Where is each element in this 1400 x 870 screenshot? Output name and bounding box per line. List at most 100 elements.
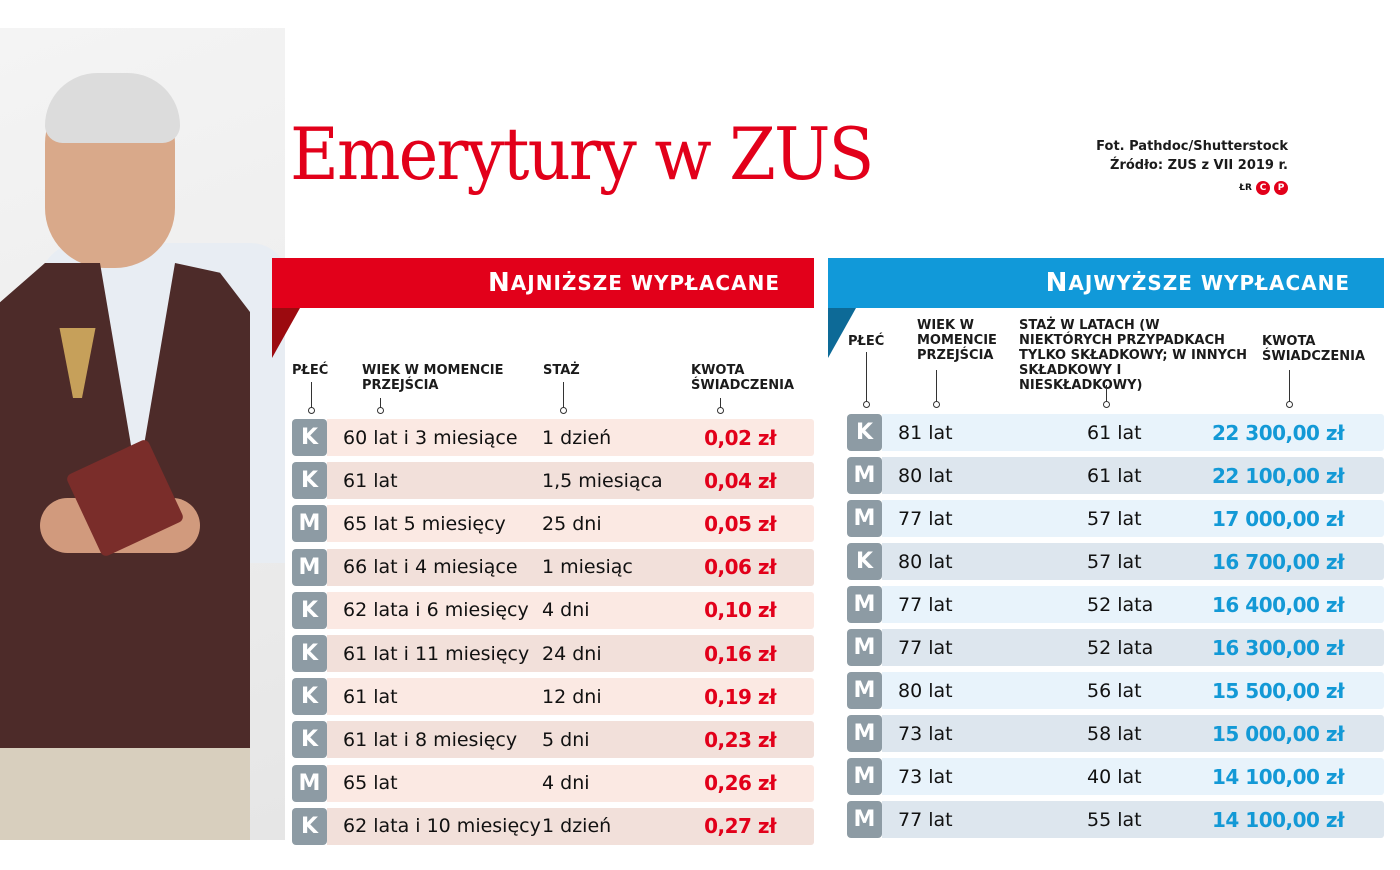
- amount-cell: 16 300,00 zł: [1212, 635, 1345, 660]
- amount-cell: 0,26 zł: [704, 771, 776, 796]
- table-row: K 80 lat 57 lat 16 700,00 zł: [847, 543, 1384, 580]
- row-background: [327, 678, 814, 716]
- sex-badge: K: [847, 414, 882, 451]
- table-row: M 73 lat 40 lat 14 100,00 zł: [847, 758, 1384, 795]
- column-pin: [1286, 370, 1293, 408]
- sex-badge: M: [292, 548, 327, 586]
- column-pin: [560, 382, 567, 414]
- sex-badge: M: [847, 801, 882, 838]
- photo-credit: Fot. Pathdoc/Shutterstock: [1096, 139, 1288, 154]
- header-text: ajwyższe wypłacane: [1068, 271, 1350, 295]
- row-background: [882, 543, 1384, 580]
- sex-badge: K: [292, 591, 327, 629]
- age-cell: 80 lat: [898, 550, 953, 573]
- table-row: M 65 lat 5 miesięcy 25 dni 0,05 zł: [292, 505, 814, 543]
- table-row: M 77 lat 55 lat 14 100,00 zł: [847, 801, 1384, 838]
- tenure-cell: 1 miesiąc: [542, 556, 633, 579]
- age-cell: 60 lat i 3 miesiące: [343, 426, 518, 449]
- tenure-cell: 5 dni: [542, 728, 590, 751]
- age-cell: 62 lata i 10 miesięcy: [343, 815, 541, 838]
- table-row: M 77 lat 52 lata 16 400,00 zł: [847, 586, 1384, 623]
- tenure-cell: 52 lata: [1087, 636, 1154, 659]
- row-background: [327, 548, 814, 586]
- sex-badge: K: [292, 462, 327, 500]
- amount-cell: 0,06 zł: [704, 555, 776, 580]
- table-row: M 77 lat 57 lat 17 000,00 zł: [847, 500, 1384, 537]
- amount-cell: 17 000,00 zł: [1212, 506, 1345, 531]
- table-row: M 66 lat i 4 miesiące 1 miesiąc 0,06 zł: [292, 548, 814, 586]
- logo-p-icon: P: [1274, 181, 1288, 195]
- tenure-cell: 61 lat: [1087, 421, 1142, 444]
- age-cell: 61 lat: [343, 469, 398, 492]
- sex-badge: M: [847, 586, 882, 623]
- column-header-age: WIEK W MOMENCIE PRZEJŚCIA: [362, 363, 504, 393]
- tenure-cell: 58 lat: [1087, 722, 1142, 745]
- sex-badge: M: [292, 505, 327, 543]
- column-header-tenure: STAŻ: [543, 363, 580, 378]
- column-pin: [377, 398, 384, 414]
- age-cell: 77 lat: [898, 593, 953, 616]
- amount-cell: 0,10 zł: [704, 598, 776, 623]
- column-header-sex: PŁEĆ: [292, 363, 329, 378]
- data-source: Źródło: ZUS z VII 2019 r.: [1110, 158, 1288, 173]
- tenure-cell: 61 lat: [1087, 464, 1142, 487]
- tenure-cell: 12 dni: [542, 685, 602, 708]
- table-row: M 65 lat 4 dni 0,26 zł: [292, 764, 814, 802]
- age-cell: 73 lat: [898, 765, 953, 788]
- row-background: [882, 672, 1384, 709]
- column-pin: [863, 352, 870, 408]
- age-cell: 81 lat: [898, 421, 953, 444]
- amount-cell: 15 500,00 zł: [1212, 678, 1345, 703]
- tenure-cell: 57 lat: [1087, 507, 1142, 530]
- row-background: [882, 457, 1384, 494]
- row-background: [882, 414, 1384, 451]
- tenure-cell: 1,5 miesiąca: [542, 469, 663, 492]
- amount-cell: 22 100,00 zł: [1212, 463, 1345, 488]
- elderly-man-photo: [0, 28, 285, 840]
- sex-badge: K: [292, 721, 327, 759]
- row-background: [882, 715, 1384, 752]
- table-row: K 81 lat 61 lat 22 300,00 zł: [847, 414, 1384, 451]
- header-text: ajniższe wypłacane: [510, 271, 780, 295]
- photo-pants: [0, 748, 250, 840]
- table-row: M 73 lat 58 lat 15 000,00 zł: [847, 715, 1384, 752]
- logo-c-icon: C: [1256, 181, 1270, 195]
- tenure-cell: 56 lat: [1087, 679, 1142, 702]
- column-header-sex: PŁEĆ: [848, 334, 885, 349]
- row-background: [327, 635, 814, 672]
- amount-cell: 0,27 zł: [704, 814, 776, 839]
- column-header-tenure: STAŻ W LATACH (W NIEKTÓRYCH PRZYPADKACH …: [1019, 318, 1247, 393]
- amount-cell: 14 100,00 zł: [1212, 807, 1345, 832]
- tenure-cell: 40 lat: [1087, 765, 1142, 788]
- amount-cell: 0,02 zł: [704, 425, 776, 450]
- page-title: Emerytury w ZUS: [290, 112, 874, 196]
- age-cell: 77 lat: [898, 507, 953, 530]
- tenure-cell: 1 dzień: [542, 815, 612, 838]
- credits: Fot. Pathdoc/Shutterstock Źródło: ZUS z …: [1096, 137, 1288, 175]
- amount-cell: 0,16 zł: [704, 641, 776, 666]
- row-background: [882, 629, 1384, 666]
- age-cell: 80 lat: [898, 464, 953, 487]
- highest-pensions-header: Najwyższe wypłacane: [828, 258, 1384, 308]
- table-row: K 62 lata i 10 miesięcy 1 dzień 0,27 zł: [292, 807, 814, 845]
- table-row: M 77 lat 52 lata 16 300,00 zł: [847, 629, 1384, 666]
- age-cell: 61 lat i 8 miesięcy: [343, 728, 518, 751]
- row-background: [882, 758, 1384, 795]
- tenure-cell: 4 dni: [542, 599, 590, 622]
- tenure-cell: 55 lat: [1087, 808, 1142, 831]
- amount-cell: 16 400,00 zł: [1212, 592, 1345, 617]
- row-background: [327, 591, 814, 629]
- amount-cell: 14 100,00 zł: [1212, 764, 1345, 789]
- photo-hair: [45, 73, 180, 143]
- table-row: K 61 lat 12 dni 0,19 zł: [292, 678, 814, 716]
- sex-badge: K: [292, 678, 327, 716]
- tenure-cell: 57 lat: [1087, 550, 1142, 573]
- age-cell: 61 lat: [343, 685, 398, 708]
- sex-badge: M: [847, 672, 882, 709]
- column-pin: [308, 382, 315, 414]
- sex-badge: M: [292, 764, 327, 802]
- age-cell: 62 lata i 6 miesięcy: [343, 599, 529, 622]
- age-cell: 66 lat i 4 miesiące: [343, 556, 518, 579]
- sex-badge: K: [292, 635, 327, 672]
- age-cell: 65 lat 5 miesięcy: [343, 512, 506, 535]
